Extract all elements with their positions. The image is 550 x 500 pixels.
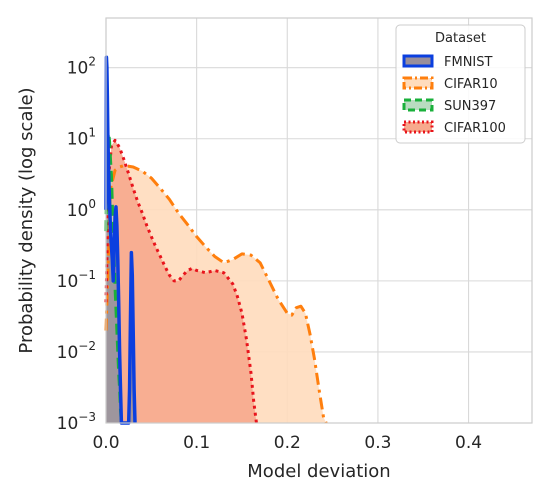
x-tick-label-0: 0.0 — [92, 433, 119, 453]
x-tick-label-4: 0.4 — [455, 433, 482, 453]
legend-swatch-cifar100 — [402, 120, 434, 134]
y-tick-label-1: 10−2 — [57, 339, 96, 363]
legend-label-cifar10: CIFAR10 — [444, 77, 498, 92]
area-fmnist — [106, 57, 135, 423]
y-tick-label-2: 10−1 — [57, 268, 96, 292]
area-cifar100 — [106, 140, 257, 423]
y-tick-label-4: 101 — [67, 126, 96, 150]
x-axis-label: Model deviation — [247, 461, 390, 482]
y-axis-label: Probability density (log scale) — [16, 87, 37, 353]
legend-entries: FMNIST CIFAR10 SUN397 CIFAR100 — [402, 54, 506, 136]
legend-swatch-fmnist — [402, 54, 434, 68]
legend-swatch-sun397 — [402, 98, 434, 112]
legend: Dataset FMNIST CIFAR10 SUN397 CIFAR100 — [395, 24, 526, 144]
legend-title: Dataset — [435, 31, 486, 46]
y-tick-labels: 10−3 10−2 10−1 100 101 102 — [57, 55, 96, 434]
x-tick-label-1: 0.1 — [183, 433, 210, 453]
legend-swatch-cifar10 — [402, 76, 434, 90]
x-tick-labels: 0.0 0.1 0.2 0.3 0.4 — [92, 433, 482, 453]
legend-label-cifar100: CIFAR100 — [444, 121, 506, 136]
x-tick-label-3: 0.3 — [364, 433, 391, 453]
line-cifar10 — [104, 164, 328, 424]
x-tick-label-2: 0.2 — [274, 433, 301, 453]
density-lines — [104, 55, 328, 425]
y-tick-label-3: 100 — [67, 197, 96, 221]
legend-label-fmnist: FMNIST — [444, 55, 493, 70]
y-tick-label-5: 102 — [67, 55, 96, 79]
y-tick-label-0: 10−3 — [57, 410, 96, 434]
plot-frame — [105, 17, 533, 424]
line-fmnist — [104, 55, 137, 425]
legend-label-sun397: SUN397 — [444, 99, 496, 114]
